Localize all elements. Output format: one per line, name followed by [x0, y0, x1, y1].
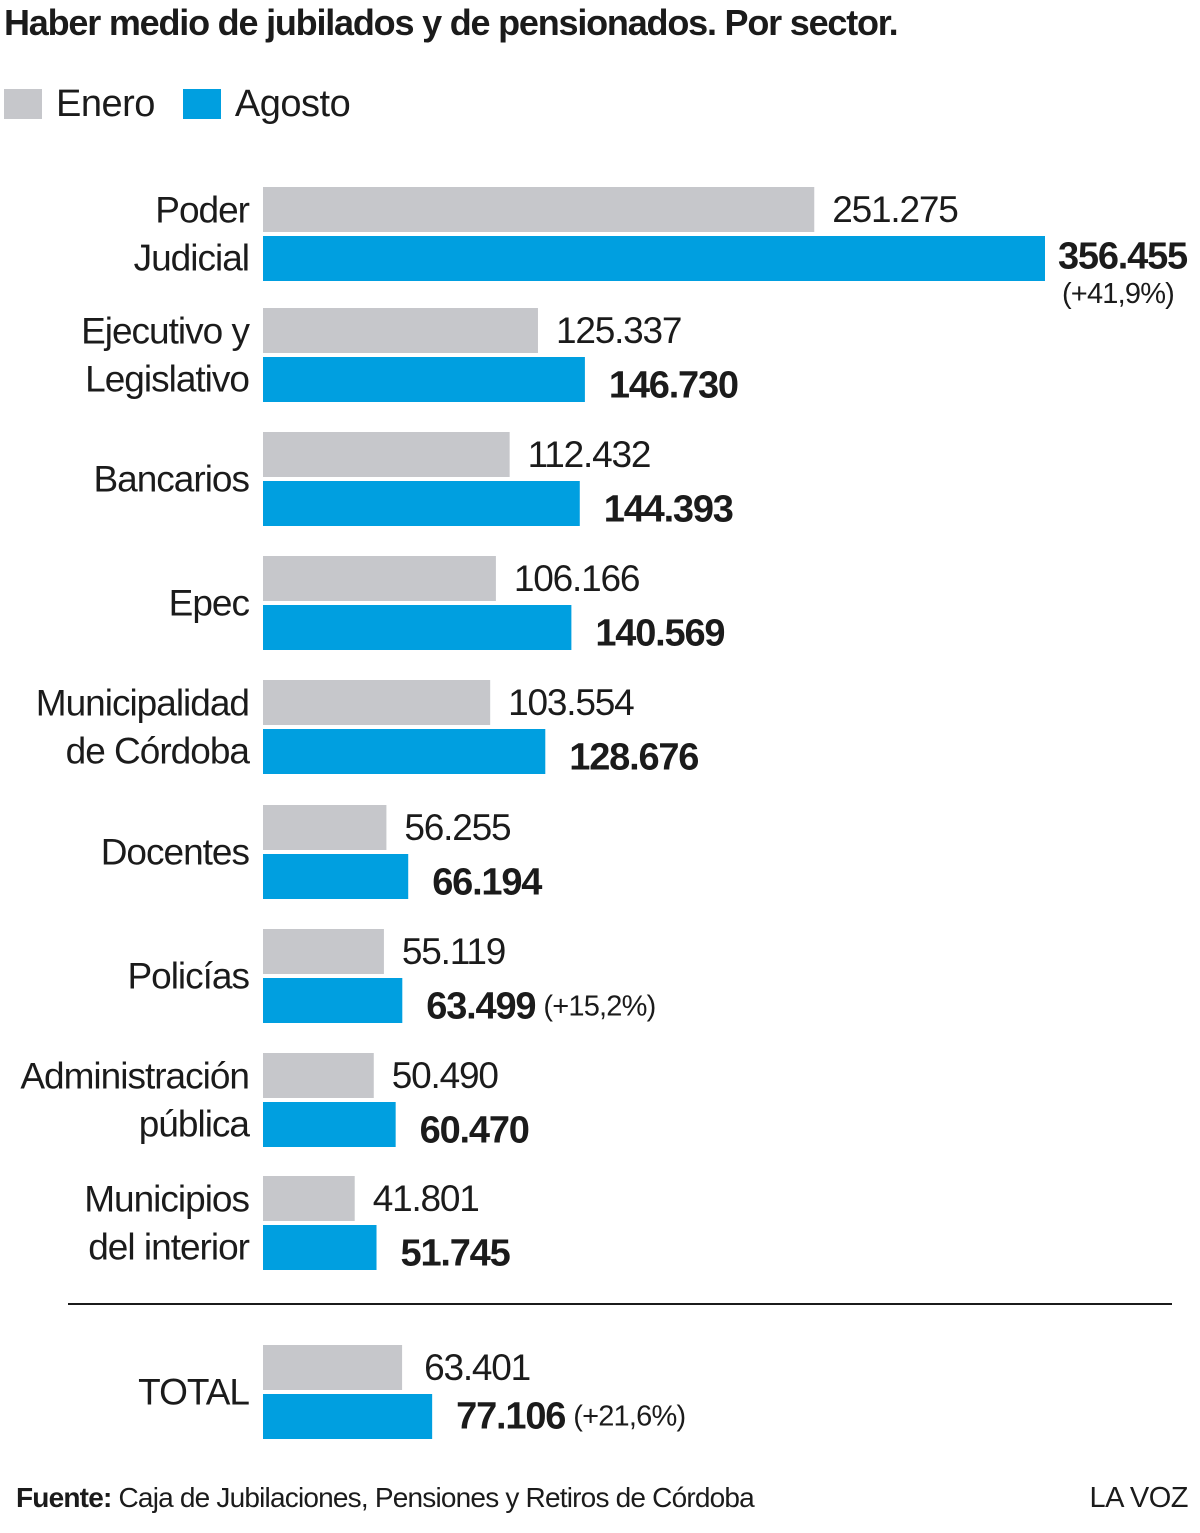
value-label-enero-1: 251.275: [832, 189, 958, 230]
bar-enero-6: [263, 805, 387, 850]
category-9-label-line-1: Municipios: [84, 1179, 249, 1220]
source-label: Fuente:: [16, 1482, 112, 1513]
category-7-label-line-1: Policías: [127, 956, 249, 997]
value-label-agosto-7: 63.499: [426, 986, 535, 1028]
value-label-enero-2: 125.337: [556, 310, 681, 351]
value-label-enero-5: 103.554: [508, 682, 634, 723]
bar-agosto-9: [263, 1225, 377, 1270]
bar-agosto-3: [263, 481, 580, 526]
bar-enero-8: [263, 1053, 374, 1098]
bar-agosto-1: [263, 236, 1045, 281]
bar-chart: Poder Judicial 251.275 356.455(+41,9%) Ejecu…: [20, 187, 1189, 1439]
chart-title: Haber medio de jubilados y de pensionado…: [4, 2, 899, 43]
bar-enero-5: [263, 680, 491, 725]
bar-total-enero: [263, 1345, 403, 1390]
category-2-label-line-1: Ejecutivo y: [81, 311, 250, 352]
brand-logo-text: LA VOZ: [1089, 1482, 1188, 1514]
legend-item-agosto: Agosto: [182, 82, 351, 126]
value-label-enero-6: 56.255: [404, 807, 511, 848]
value-label-agosto-9: 51.745: [401, 1233, 511, 1275]
category-5-label-line-1: Municipalidad: [36, 683, 249, 724]
value-label-agosto-6: 66.194: [432, 862, 542, 904]
legend-swatch-enero: [4, 89, 42, 119]
bar-enero-4: [263, 556, 496, 601]
value-label-enero-7: 55.119: [402, 931, 505, 972]
value-label-enero-3: 112.432: [528, 434, 651, 475]
value-label-enero-9: 41.801: [373, 1178, 479, 1219]
bar-agosto-8: [263, 1102, 396, 1147]
value-label-agosto-8: 60.470: [420, 1110, 529, 1152]
value-label-agosto-3: 144.393: [604, 489, 733, 531]
value-label-enero-4: 106.166: [514, 558, 639, 599]
value-label-agosto-1: 356.455: [1058, 236, 1188, 278]
legend: Enero Agosto: [4, 82, 378, 126]
value-label-agosto-5: 128.676: [569, 737, 698, 779]
category-8-label-line-2: pública: [139, 1104, 251, 1145]
category-4-label-line-1: Epec: [169, 583, 250, 624]
legend-swatch-agosto: [182, 89, 221, 119]
category-3-label-line-1: Bancarios: [93, 459, 249, 500]
bar-agosto-7: [263, 978, 403, 1023]
legend-label-enero: Enero: [56, 82, 155, 125]
bar-enero-1: [263, 187, 815, 232]
bar-agosto-2: [263, 357, 585, 402]
value-label-total-agosto: 77.106: [456, 1396, 565, 1438]
percent-change-annotation-total: (+21,6%): [573, 1401, 685, 1433]
category-5-label-line-2: de Córdoba: [66, 731, 251, 772]
value-label-agosto-2: 146.730: [609, 365, 738, 407]
bar-enero-9: [263, 1176, 355, 1221]
bar-agosto-5: [263, 729, 546, 774]
value-label-enero-8: 50.490: [392, 1055, 499, 1096]
category-1-label-line-2: Judicial: [134, 238, 249, 279]
percent-change-annotation-1: (+41,9%): [1062, 278, 1174, 310]
bar-agosto-6: [263, 854, 409, 899]
value-label-total-enero: 63.401: [424, 1347, 530, 1388]
category-6-label-line-1: Docentes: [101, 832, 250, 873]
category-9-label-line-2: del interior: [88, 1227, 249, 1268]
bar-agosto-4: [263, 605, 572, 650]
source-note: Fuente: Caja de Jubilaciones, Pensiones …: [16, 1482, 755, 1514]
category-1-label-line-1: Poder: [155, 190, 249, 231]
legend-item-enero: Enero: [4, 83, 155, 126]
total-label: TOTAL: [138, 1372, 249, 1413]
category-8-label-line-1: Administración: [20, 1056, 249, 1097]
bar-total-agosto: [263, 1394, 433, 1439]
value-label-agosto-4: 140.569: [595, 613, 724, 655]
bar-enero-3: [263, 432, 510, 477]
bar-enero-2: [263, 308, 538, 353]
source-text: Caja de Jubilaciones, Pensiones y Retiro…: [118, 1482, 755, 1513]
legend-label-agosto: Agosto: [234, 82, 351, 125]
percent-change-annotation-7: (+15,2%): [543, 991, 655, 1023]
category-2-label-line-2: Legislativo: [85, 359, 249, 400]
bar-enero-7: [263, 929, 384, 974]
